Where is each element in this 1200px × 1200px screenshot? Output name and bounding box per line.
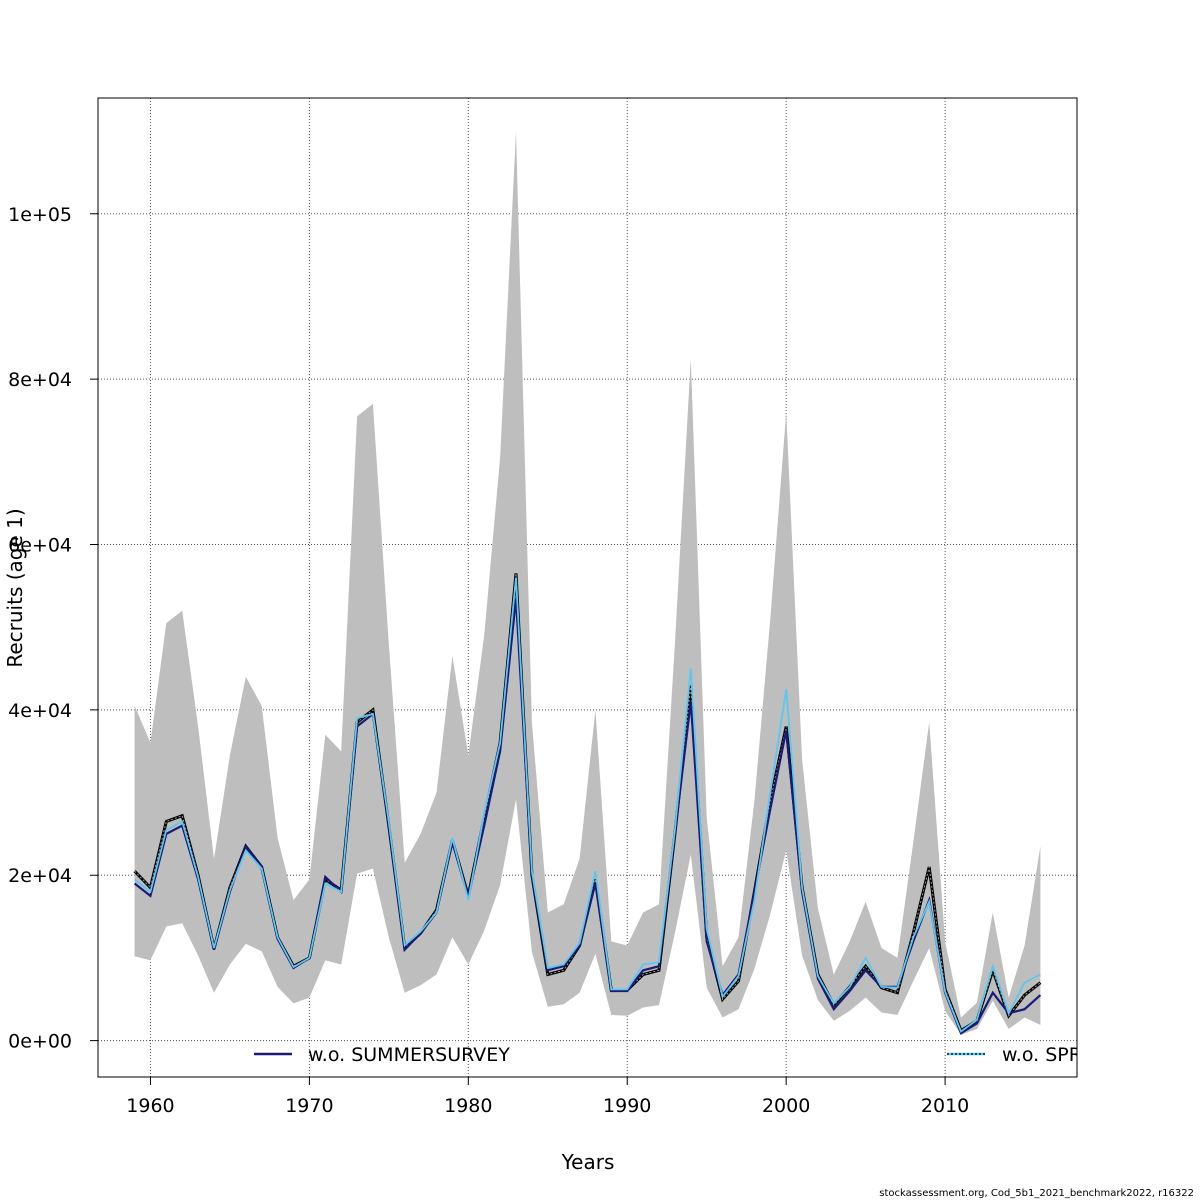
legend-label-summersurvey: w.o. SUMMERSURVEY xyxy=(308,1044,510,1066)
y-axis: 0e+00 2e+04 4e+04 6e+04 8e+04 1e+05 xyxy=(8,204,98,1053)
y-tick-label: 4e+04 xyxy=(8,700,72,722)
x-tick-label: 1960 xyxy=(126,1095,174,1117)
y-tick-label: 8e+04 xyxy=(8,369,72,391)
x-tick-label: 1970 xyxy=(285,1095,333,1117)
y-axis-title: Recruits (age 1) xyxy=(3,508,27,667)
confidence-band xyxy=(134,131,1041,1035)
x-axis-title: Years xyxy=(561,1150,615,1174)
legend-label-spring: w.o. SPR xyxy=(1002,1044,1082,1066)
x-tick-label: 2000 xyxy=(762,1095,810,1117)
y-tick-label: 0e+00 xyxy=(8,1031,72,1053)
x-tick-label: 1990 xyxy=(603,1095,651,1117)
y-tick-label: 1e+05 xyxy=(8,204,72,226)
x-tick-label: 2010 xyxy=(921,1095,969,1117)
legend: w.o. SUMMERSURVEY w.o. SPR xyxy=(254,1044,1082,1066)
y-tick-label: 2e+04 xyxy=(8,865,72,887)
y-tick-label: 6e+04 xyxy=(8,535,72,557)
series-line-spring xyxy=(134,577,1041,1033)
x-tick-label: 1980 xyxy=(444,1095,492,1117)
x-axis: 1960 1970 1980 1990 2000 2010 xyxy=(126,1077,969,1117)
footer-credit: stockassessment.org, Cod_5b1_2021_benchm… xyxy=(879,1188,1194,1199)
plot-frame xyxy=(97,97,1078,1078)
